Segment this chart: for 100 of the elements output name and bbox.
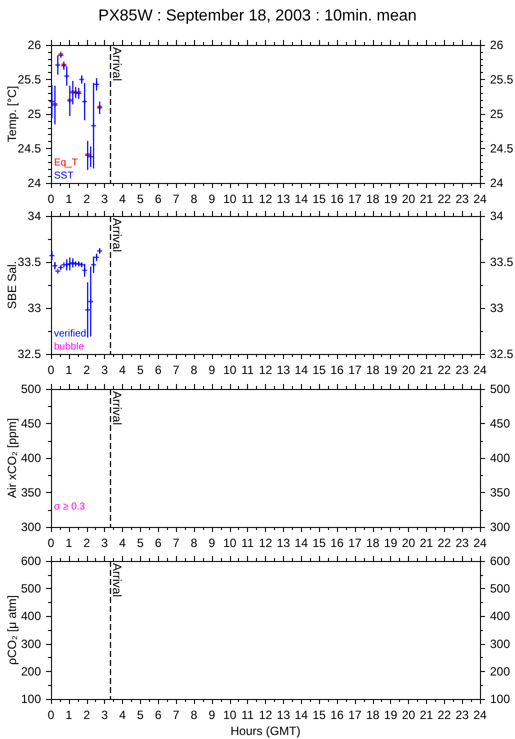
y2-tick-label: 24 (490, 176, 504, 190)
x-tick-label: 12 (258, 363, 272, 377)
x-tick-label: 24 (473, 363, 487, 377)
y2-tick-label: 400 (490, 609, 510, 624)
x-tick-label: 22 (438, 363, 452, 377)
y2-tick-label: 25 (490, 107, 504, 121)
x-tick-label: 14 (294, 363, 308, 377)
x-tick-label: 19 (384, 192, 398, 206)
y-tick-label: 25 (28, 107, 42, 121)
x-tick-label: 4 (119, 536, 126, 550)
x-tick-label: 18 (366, 363, 380, 377)
x-tick-label: 21 (420, 363, 434, 377)
x-tick-label: 8 (190, 708, 198, 722)
y2-tick-label: 300 (490, 520, 510, 534)
x-tick-label: 4 (119, 192, 126, 206)
y-tick-label: 24 (28, 176, 42, 190)
x-tick-label: 24 (473, 536, 487, 550)
y2-tick-label: 600 (490, 554, 510, 568)
x-tick-label: 1 (66, 363, 73, 377)
x-tick-label: 0 (48, 536, 55, 550)
x-tick-label: 7 (172, 363, 180, 377)
x-tick-label: 15 (312, 192, 326, 206)
x-tick-label: 17 (348, 536, 362, 550)
x-tick-label: 14 (294, 708, 308, 722)
x-tick-label: 6 (154, 363, 162, 377)
y-tick-label: 34 (28, 209, 42, 223)
y-tick-label: 26 (28, 38, 42, 52)
y2-tick-label: 450 (490, 416, 510, 430)
x-tick-label: 21 (420, 536, 434, 550)
y2-tick-label: 26 (490, 38, 504, 52)
x-tick-label: 10 (223, 536, 237, 550)
x-tick-label: 10 (223, 363, 237, 377)
y-tick-label: 600 (20, 554, 42, 568)
x-tick-label: 21 (420, 708, 434, 722)
x-tick-label: 24 (473, 192, 487, 206)
y-tick-label: 300 (20, 636, 42, 651)
ref-line-label: Arrival (110, 218, 124, 252)
x-tick-label: 16 (330, 536, 344, 550)
y2-tick-label: 32.5 (490, 347, 514, 361)
x-tick-label: 4 (119, 363, 126, 377)
x-tick-label: 13 (276, 192, 290, 206)
x-tick-label: 14 (294, 192, 308, 206)
y-tick-label: 33.5 (18, 255, 42, 269)
x-tick-label: 20 (402, 192, 416, 206)
y2-tick-label: 33.5 (490, 255, 514, 269)
x-tick-label: 7 (172, 708, 180, 722)
x-tick-label: 1 (66, 192, 73, 206)
y-tick-label: 500 (20, 582, 42, 596)
x-tick-label: 8 (190, 536, 198, 550)
x-tick-label: 23 (455, 363, 470, 377)
x-tick-label: 12 (258, 536, 272, 550)
x-tick-label: 16 (330, 363, 344, 377)
x-tick-label: 10 (223, 192, 237, 206)
x-tick-label: 6 (154, 536, 162, 550)
x-tick-label: 15 (312, 363, 326, 377)
x-tick-label: 15 (312, 536, 326, 550)
x-tick-label: 19 (384, 708, 398, 722)
x-tick-label: 5 (137, 536, 144, 550)
y-tick-label: 200 (20, 664, 42, 678)
x-tick-label: 23 (455, 536, 470, 550)
x-tick-label: 3 (101, 363, 108, 377)
x-tick-label: 7 (172, 192, 180, 206)
x-tick-label: 18 (366, 536, 380, 550)
x-tick-label: 3 (101, 192, 108, 206)
x-tick-label: 0 (48, 708, 55, 722)
y-tick-label: 33 (28, 301, 42, 315)
x-tick-label: 14 (294, 536, 308, 550)
x-tick-label: 10 (223, 708, 237, 722)
x-tick-label: 13 (276, 536, 290, 550)
y2-tick-label: 100 (490, 692, 510, 706)
x-tick-label: 0 (48, 363, 55, 377)
x-tick-label: 13 (276, 708, 290, 722)
x-tick-label: 6 (154, 192, 162, 206)
x-tick-label: 17 (348, 363, 362, 377)
y-axis-title: ρCO₂ [μ atm] (5, 595, 19, 665)
x-tick-label: 7 (172, 536, 180, 550)
x-tick-label: 24 (473, 708, 487, 722)
x-axis-title: Hours (GMT) (230, 724, 300, 738)
x-tick-label: 22 (438, 192, 452, 206)
y2-tick-label: 25.5 (490, 72, 514, 86)
x-tick-label: 23 (455, 708, 470, 722)
x-tick-label: 2 (83, 363, 90, 377)
x-tick-label: 5 (137, 363, 144, 377)
x-tick-label: 2 (83, 536, 90, 550)
y2-tick-label: 24.5 (490, 142, 514, 156)
x-tick-label: 22 (438, 536, 452, 550)
y-tick-label: 32.5 (18, 347, 42, 361)
x-tick-label: 9 (208, 192, 216, 206)
ref-line-label: Arrival (110, 563, 124, 598)
x-tick-label: 1 (66, 708, 73, 722)
chart-title: PX85W : September 18, 2003 : 10min. mean (98, 8, 417, 24)
x-tick-label: 9 (208, 708, 216, 722)
x-tick-label: 17 (348, 192, 362, 206)
x-tick-label: 12 (258, 708, 272, 722)
series-label: verified (54, 328, 86, 340)
x-tick-label: 16 (330, 192, 344, 206)
y2-tick-label: 500 (490, 382, 510, 396)
x-tick-label: 19 (384, 536, 398, 550)
y-axis-title: Temp. [°C] (5, 86, 19, 142)
x-tick-label: 6 (154, 708, 162, 722)
